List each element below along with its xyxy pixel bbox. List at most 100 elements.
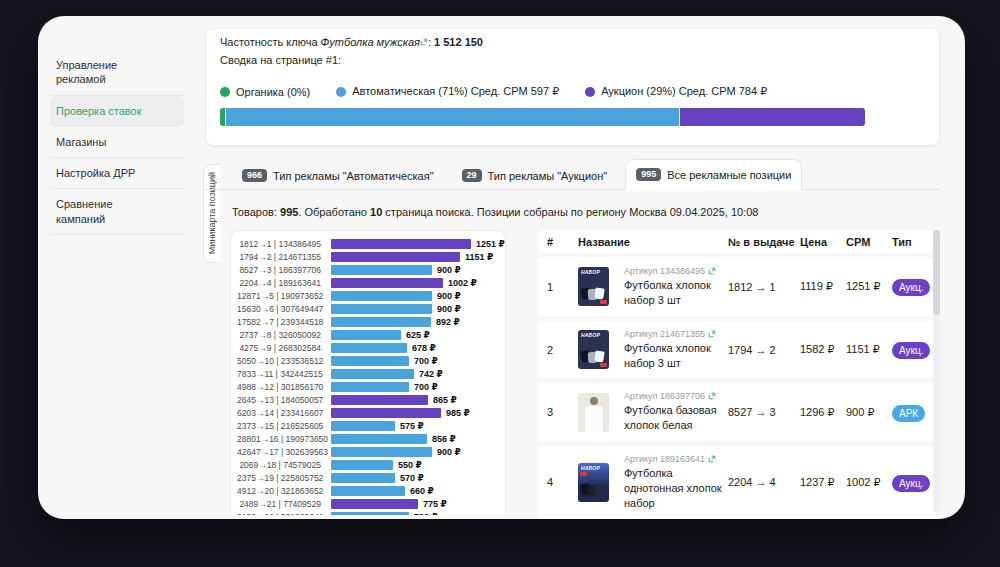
sidebar-item[interactable]: Магазины — [50, 127, 184, 158]
legend-dot-icon — [336, 87, 346, 97]
chart-bar[interactable] — [331, 330, 401, 340]
chart-bar[interactable] — [331, 499, 418, 509]
tab[interactable]: 966Тип рекламы "Автоматическая" — [232, 161, 444, 190]
ad-type-badge: Аукц. — [892, 475, 930, 492]
sidebar-item[interactable]: Управление рекламой — [50, 50, 184, 96]
article-link[interactable]: Артикул 186397706 — [624, 391, 722, 401]
info-part: . Обработано — [298, 206, 370, 218]
chart-bar[interactable] — [331, 395, 428, 405]
sidebar-item[interactable]: Проверка ставок — [50, 96, 184, 127]
chart-bar[interactable] — [331, 356, 409, 366]
chart-row: 17582→7 | 239344518892 ₽ — [237, 315, 499, 328]
chart-bar[interactable] — [331, 460, 393, 470]
chart-bar[interactable] — [331, 512, 409, 516]
external-link-icon[interactable] — [708, 392, 716, 400]
tab-count-badge: 29 — [462, 169, 482, 182]
tab-count-badge: 966 — [242, 169, 267, 182]
external-link-icon[interactable] — [420, 38, 428, 46]
positions-table: #Название№ в выдачеЦенаCPMТип 1 НАБОР Арти… — [538, 230, 940, 512]
info-pages: 10 — [370, 206, 382, 218]
chart-row-label: 9156→22 | 331863641 — [237, 512, 321, 516]
product-image[interactable] — [578, 393, 609, 432]
product-name: Футболка хлопок набор 3 шт — [624, 278, 722, 308]
chart-bar[interactable] — [331, 421, 395, 431]
chart-bar-value: 1251 ₽ — [476, 239, 505, 249]
chart-row-label: 2373→15 | 216525605 — [237, 421, 321, 431]
info-part: страница поиска. Позиции собраны по реги… — [382, 206, 758, 218]
product-image[interactable]: НАБОР — [578, 463, 609, 502]
chart-bar[interactable] — [331, 291, 432, 301]
external-link-icon[interactable] — [708, 330, 716, 338]
product-image[interactable]: НАБОР — [578, 330, 609, 369]
article-label: Артикул 186397706 — [624, 391, 705, 401]
chart-row: 2204→4 | 189163641 1002 ₽ — [237, 276, 499, 289]
chart-bar-value: 900 ₽ — [437, 447, 461, 457]
chart-row-label: 4275→9 | 268302584 — [237, 343, 321, 353]
position-change: 1794 → 2 — [728, 344, 800, 356]
tab-label: Все рекламные позиции — [667, 169, 791, 181]
chart-bar-value: 1002 ₽ — [448, 278, 477, 288]
article-link[interactable]: Артикул 214671355 — [624, 329, 722, 339]
chart-bar[interactable] — [331, 434, 427, 444]
chart-bar[interactable] — [331, 239, 471, 249]
chart-bar[interactable] — [331, 369, 414, 379]
chart-row-label: 12871→5 | 190973652 — [237, 291, 321, 301]
chart-bar[interactable] — [331, 265, 432, 275]
tab[interactable]: 29Тип рекламы "Аукцион" — [452, 161, 618, 190]
chart-row: 12871→5 | 190973652 900 ₽ — [237, 289, 499, 302]
chart-bar-value: 775 ₽ — [423, 499, 447, 509]
image-caption: НАБОР — [581, 270, 600, 275]
chart-bar[interactable] — [331, 343, 407, 353]
chart-bar[interactable] — [331, 304, 432, 314]
chart-row-label: 2645→13 | 184050057 — [237, 395, 321, 405]
chart-bar[interactable] — [331, 408, 441, 418]
chart-bar[interactable] — [331, 382, 409, 392]
chart-bar-value: 575 ₽ — [400, 421, 424, 431]
external-link-icon[interactable] — [708, 455, 716, 463]
product-name: Футболка хлопок набор 3 шт — [624, 341, 722, 371]
chart-row-label: 1794→2 | 214671355 — [237, 252, 321, 262]
table-header-cell: Цена — [800, 236, 846, 248]
table-scrollbar-thumb[interactable] — [933, 230, 940, 315]
table-scrollbar[interactable] — [933, 230, 940, 512]
chart-bar[interactable] — [331, 252, 460, 262]
chart-bar[interactable] — [331, 278, 443, 288]
tab[interactable]: 995Все рекламные позиции — [625, 159, 802, 190]
legend: Органика (0%)Автоматическая (71%) Сред. … — [220, 85, 925, 98]
tshirt-shape — [594, 350, 604, 362]
row-number: 1 — [538, 281, 578, 293]
price: 1237 ₽ — [800, 476, 846, 489]
info-count: 995 — [280, 206, 298, 218]
product-image-cell: НАБОР — [578, 463, 624, 502]
app-window: Управление рекламойПроверка ставокМагази… — [38, 16, 965, 519]
price-tag — [600, 300, 607, 304]
sidebar: Управление рекламойПроверка ставокМагази… — [38, 16, 205, 519]
chart-bar-value: 678 ₽ — [412, 343, 436, 353]
position-change: 8527 → 3 — [728, 406, 800, 418]
sidebar-item[interactable]: Сравнение кампаний — [50, 189, 184, 235]
external-link-icon[interactable] — [708, 267, 716, 275]
chart-bar[interactable] — [331, 317, 431, 327]
product-image-cell — [578, 393, 624, 432]
product-image[interactable]: НАБОР — [578, 267, 609, 306]
chart-bar[interactable] — [331, 473, 395, 483]
legend-dot-icon — [220, 87, 230, 97]
chart-row-label: 6203→14 | 233416607 — [237, 408, 321, 418]
chart-bar[interactable] — [331, 447, 432, 457]
chart-bar[interactable] — [331, 486, 405, 496]
chart-row-label: 2204→4 | 189163641 — [237, 278, 321, 288]
position-stacked-bar — [220, 108, 865, 126]
chart-bar-value: 900 ₽ — [437, 291, 461, 301]
chart-row-label: 1812→1 | 134386495 — [237, 239, 321, 249]
article-link[interactable]: Артикул 189163641 — [624, 454, 722, 464]
price: 1582 ₽ — [800, 343, 846, 356]
article-link[interactable]: Артикул 134386495 — [624, 266, 722, 276]
ad-type-badge: Аукц. — [892, 279, 930, 296]
chart-bar-value: 900 ₽ — [437, 265, 461, 275]
table-header: #Название№ в выдачеЦенаCPMТип — [538, 230, 940, 253]
chart-row: 2069→18 | 74579025550 ₽ — [237, 458, 499, 471]
chart-row: 4912→20 | 321863652660 ₽ — [237, 484, 499, 497]
sidebar-item[interactable]: Настройка ДРР — [50, 158, 184, 189]
row-number: 2 — [538, 344, 578, 356]
product-name: Футболка базовая хлопок белая — [624, 403, 722, 433]
